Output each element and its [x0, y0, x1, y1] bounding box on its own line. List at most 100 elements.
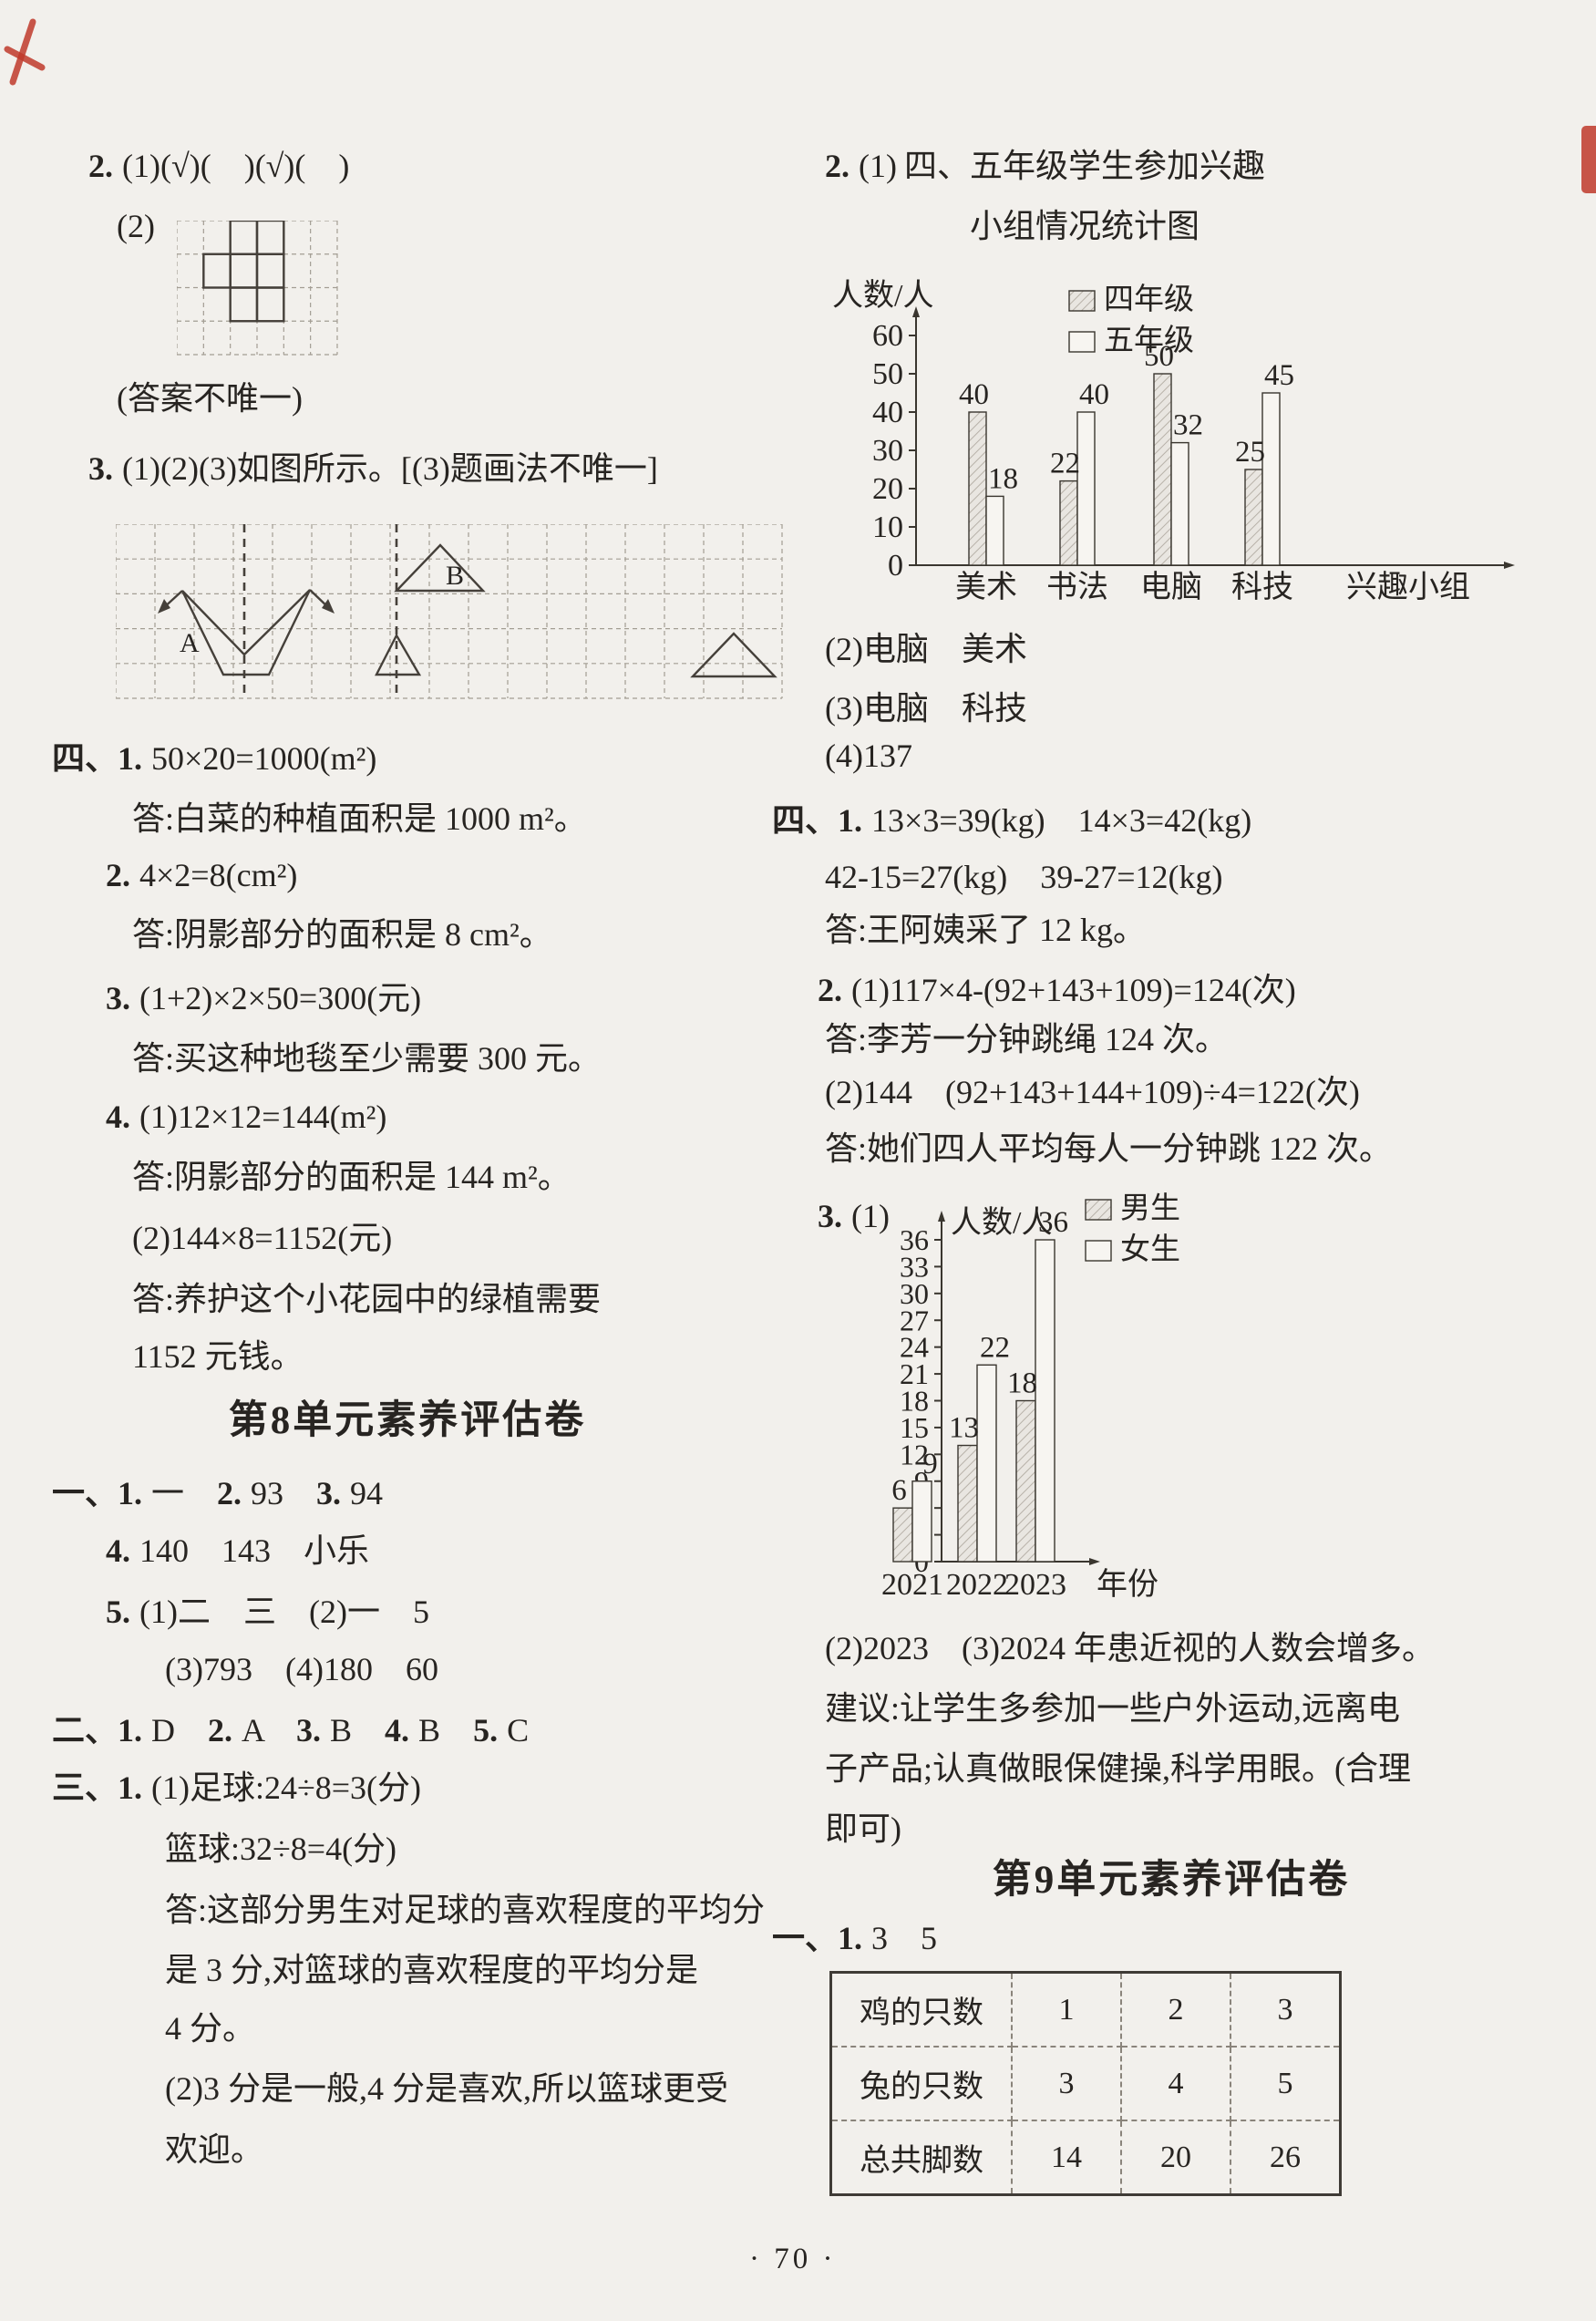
text-line: 二、1. D 2. A 3. B 4. B 5. C: [52, 1710, 529, 1751]
text-line: 5. (1)二 三 (2)一 5: [106, 1592, 429, 1633]
text-run: 子产品;认真做眼保健操,科学用眼。(合理: [825, 1750, 1411, 1787]
item-number: 三、1.: [52, 1769, 143, 1806]
text-line: 一、1. 一 2. 93 3. 94: [52, 1473, 383, 1514]
x-axis-arrow: [1089, 1558, 1100, 1565]
text-run: (1)117×4-(92+143+109)=124(次): [851, 972, 1296, 1008]
text-line: 答:白菜的种植面积是 1000 m²。: [132, 799, 587, 840]
text-line: (4)137: [825, 736, 912, 777]
text-run: 140 143 小乐: [139, 1532, 370, 1569]
bar-chart-svg: 0369121518212427303336人数/人69202113222022…: [881, 1191, 1180, 1602]
text-run: (1)12×12=144(m²): [139, 1099, 387, 1135]
cell-value: 2: [1120, 1971, 1231, 2048]
triangle-b: [394, 543, 486, 593]
text-line: 是 3 分,对篮球的喜欢程度的平均分是: [165, 1950, 698, 1991]
shaded-cell: [255, 253, 285, 289]
text-run: B: [418, 1712, 474, 1748]
bar-series1: [1244, 469, 1263, 566]
text-run: (1)(√)( )(√)( ): [122, 148, 350, 184]
text-line: 欢迎。: [165, 2130, 263, 2171]
text-line: 答:阴影部分的面积是 144 m²。: [132, 1157, 571, 1198]
table-row: 总共脚数 14 20 26: [829, 2120, 1342, 2196]
text-line: 四、五年级学生参加兴趣: [904, 146, 1265, 187]
legend-swatch: [1085, 1199, 1112, 1221]
text-line: 42-15=27(kg) 39-27=12(kg): [825, 857, 1223, 898]
x-category-label: 2022: [946, 1568, 1008, 1602]
legend-swatch: [1068, 290, 1096, 312]
text-run: (1)(2)(3)如图所示。[(3)题画法不唯一]: [122, 450, 658, 487]
y-tick-label: 30: [872, 434, 903, 468]
answer-grid-svg: [176, 219, 338, 356]
text-line: 即可): [825, 1809, 901, 1850]
text-line: (2)电脑 美术: [825, 629, 1027, 670]
text-line: 4. 140 143 小乐: [106, 1531, 369, 1572]
bar-value-label: 50: [1144, 340, 1174, 373]
label-b: B: [446, 561, 464, 591]
bar-value-label: 22: [980, 1331, 1010, 1364]
bar-value-label: 13: [949, 1412, 979, 1445]
shaded-cell: [255, 286, 285, 323]
text-line: 2. (1)117×4-(92+143+109)=124(次): [818, 970, 1296, 1011]
bar-value-label: 6: [891, 1474, 907, 1507]
item-number: 5.: [106, 1594, 130, 1630]
text-line: 3. (1+2)×2×50=300(元): [106, 978, 421, 1019]
answer-grid-figure: [176, 219, 339, 361]
text-run: 答:白菜的种植面积是 1000 m²。: [132, 800, 587, 837]
bar-series1: [1059, 480, 1078, 566]
text-line: (答案不唯一): [117, 378, 303, 419]
text-run: (2)电脑 美术: [825, 631, 1027, 667]
bar-series1: [892, 1507, 913, 1563]
text-run: 答:买这种地毯至少需要 300 元。: [132, 1040, 602, 1077]
bar-value-label: 36: [1038, 1206, 1068, 1239]
crown-shape: [180, 589, 312, 676]
text-line: (3)电脑 科技: [825, 688, 1027, 729]
item-number: 3.: [106, 980, 130, 1016]
item-number: 3.: [296, 1712, 322, 1748]
item-number: 3.: [88, 450, 113, 487]
y-tick-label: 21: [900, 1357, 929, 1390]
text-run: (1)二 三 (2)一 5: [139, 1594, 429, 1630]
text-run: (2)144×8=1152(元): [132, 1220, 393, 1256]
text-run: 94: [350, 1475, 384, 1511]
red-scan-mark-icon: [4, 18, 46, 86]
text-run: (1)足球:24÷8=3(分): [151, 1769, 422, 1806]
bar-value-label: 40: [1079, 378, 1109, 411]
shaded-cell: [202, 253, 232, 289]
item-number: 二、1.: [52, 1712, 143, 1748]
item-number: 2.: [88, 148, 113, 184]
y-tick-label: 0: [888, 549, 903, 583]
item-number: 四、1.: [52, 740, 143, 777]
page-number: · 70 ·: [749, 2243, 837, 2275]
legend-label: 男生: [1120, 1191, 1180, 1225]
text-line: 答:李芳一分钟跳绳 124 次。: [825, 1019, 1228, 1060]
y-tick-label: 12: [900, 1438, 929, 1470]
legend-label: 五年级: [1104, 324, 1194, 357]
text-run: 是 3 分,对篮球的喜欢程度的平均分是: [165, 1952, 699, 1988]
text-run: C: [507, 1712, 530, 1748]
y-tick-label: 10: [872, 511, 903, 544]
text-line: (2): [117, 206, 155, 247]
text-run: 42-15=27(kg) 39-27=12(kg): [825, 859, 1223, 895]
bar-value-label: 9: [922, 1448, 938, 1480]
x-category-label: 电脑: [1140, 570, 1202, 604]
section-heading: 第8单元素养评估卷: [229, 1397, 596, 1446]
text-run: (2): [117, 208, 155, 244]
item-number: 第8单元素养评估卷: [228, 1399, 587, 1442]
text-line: (2)3 分是一般,4 分是喜欢,所以篮球更受: [165, 2068, 728, 2110]
text-line: 2. (1)(√)( )(√)( ): [88, 146, 349, 187]
item-number: 一、1.: [52, 1475, 143, 1511]
text-line: (2)2023 (3)2024 年患近视的人数会增多。: [825, 1628, 1435, 1669]
shaded-cell: [229, 286, 259, 323]
text-run: (4)137: [825, 738, 912, 774]
item-number: 4.: [385, 1712, 410, 1748]
text-run: 答:李芳一分钟跳绳 124 次。: [825, 1021, 1229, 1057]
x-category-label: 2021: [881, 1568, 943, 1602]
row-label: 鸡的只数: [829, 1971, 1013, 2048]
bar-series2: [1076, 411, 1096, 566]
text-line: 答:买这种地毯至少需要 300 元。: [132, 1038, 601, 1079]
item-number: 3.: [316, 1475, 342, 1511]
cell-value: 3: [1230, 1971, 1342, 2048]
y-tick-label: 60: [872, 319, 903, 353]
text-run: 篮球:32÷8=4(分): [165, 1831, 397, 1867]
item-number: 2.: [818, 972, 842, 1008]
text-line: 2. (1): [825, 146, 897, 187]
